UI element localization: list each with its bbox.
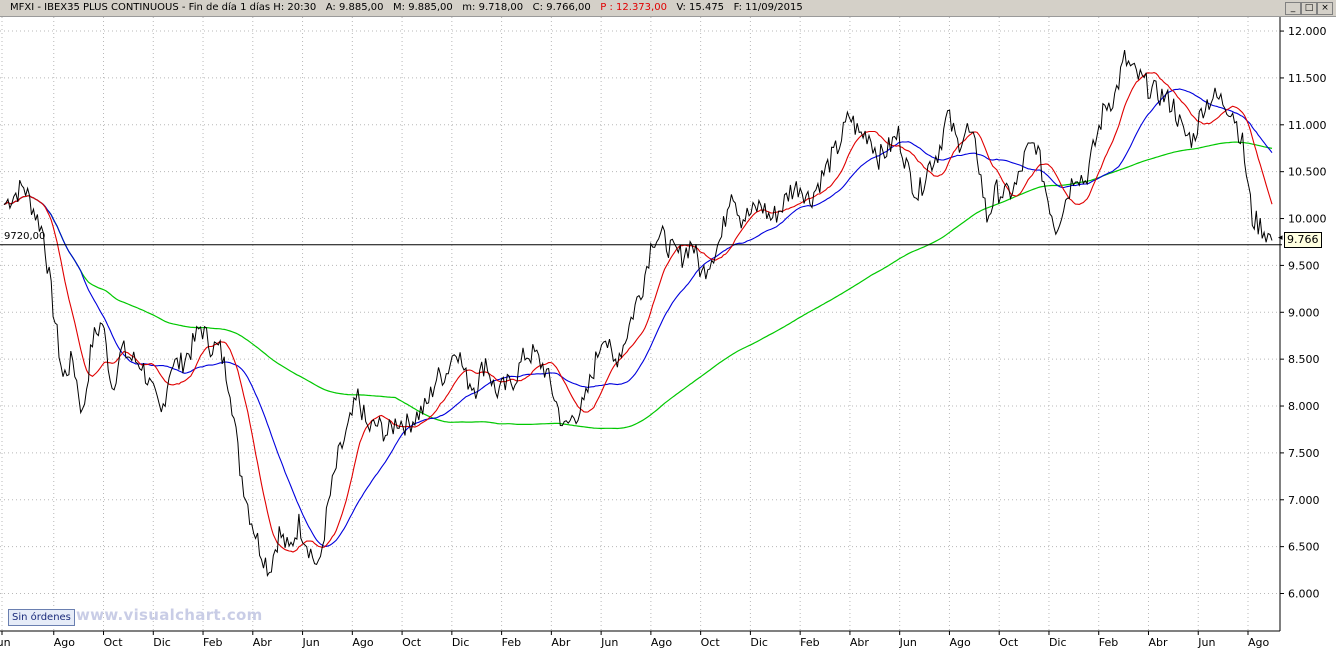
- hour-label: H: 20:30: [273, 2, 317, 13]
- x-tick-label: Jun: [302, 636, 320, 649]
- price-chart[interactable]: 6.000 6.500 7.000 7.500 8.000 8.500 9.000 9.500…: [0, 17, 1336, 649]
- symbol-label: MFXI - IBEX35 PLUS CONTINUOUS - Fin de d…: [10, 2, 271, 13]
- x-tick-label: Abr: [850, 636, 870, 649]
- moving-average-slow: [3, 141, 1273, 430]
- x-tick-label: Abr: [551, 636, 571, 649]
- y-tick-label: 9.500: [1288, 259, 1320, 272]
- pnl-label: P : 12.373,00: [600, 2, 667, 13]
- min-label: m: 9.718,00: [462, 2, 524, 13]
- y-tick-label: 9.000: [1288, 306, 1320, 319]
- x-tick-label: Jun: [0, 636, 11, 649]
- minimize-button[interactable]: _: [1285, 2, 1301, 15]
- x-tick-label: Jun: [600, 636, 618, 649]
- x-tick-label: Abr: [253, 636, 273, 649]
- moving-average-mid: [3, 88, 1273, 547]
- maximize-button[interactable]: □: [1301, 2, 1317, 15]
- quote-info: MFXI - IBEX35 PLUS CONTINUOUS - Fin de d…: [10, 1, 803, 15]
- y-axis-panel: [1280, 17, 1336, 649]
- x-tick-label: Ago: [54, 636, 76, 649]
- x-tick-label: Dic: [153, 636, 171, 649]
- open-label: A: 9.885,00: [325, 2, 384, 13]
- y-tick-label: 6.500: [1288, 541, 1320, 554]
- x-tick-label: Ago: [352, 636, 374, 649]
- x-tick-label: Oct: [402, 636, 422, 649]
- close-button[interactable]: ×: [1317, 2, 1333, 15]
- current-price-label: 9.766: [1284, 232, 1322, 249]
- x-tick-label: Oct: [999, 636, 1019, 649]
- moving-average-fast: [3, 72, 1273, 553]
- max-label: M: 9.885,00: [393, 2, 453, 13]
- x-tick-label: Ago: [949, 636, 971, 649]
- x-tick-label: Jun: [899, 636, 917, 649]
- x-tick-label: Abr: [1148, 636, 1168, 649]
- x-tick-label: Feb: [800, 636, 819, 649]
- y-tick-label: 11.500: [1288, 72, 1327, 85]
- x-tick-label: Jun: [1197, 636, 1215, 649]
- close-label: C: 9.766,00: [532, 2, 591, 13]
- y-tick-label: 8.000: [1288, 400, 1320, 413]
- x-tick-label: Oct: [104, 636, 124, 649]
- current-price-arrow-icon: ◂: [1278, 233, 1283, 244]
- x-tick-label: Oct: [701, 636, 721, 649]
- y-tick-label: 10.000: [1288, 213, 1327, 226]
- y-tick-label: 8.500: [1288, 353, 1320, 366]
- sin-ordenes-button[interactable]: Sin órdenes: [8, 609, 75, 626]
- x-tick-label: Ago: [651, 636, 673, 649]
- y-tick-label: 7.000: [1288, 494, 1320, 507]
- horizontal-line-label: 9720,00: [4, 230, 46, 242]
- y-tick-label: 11.000: [1288, 119, 1327, 132]
- x-tick-label: Dic: [452, 636, 470, 649]
- x-tick-label: Dic: [750, 636, 768, 649]
- date-label: F: 11/09/2015: [733, 2, 803, 13]
- volume-label: V: 15.475: [676, 2, 725, 13]
- x-tick-label: Feb: [1099, 636, 1118, 649]
- y-tick-label: 10.500: [1288, 166, 1327, 179]
- y-tick-label: 7.500: [1288, 447, 1320, 460]
- y-tick-label: 6.000: [1288, 588, 1320, 601]
- x-tick-label: Feb: [502, 636, 521, 649]
- x-tick-label: Feb: [203, 636, 222, 649]
- x-tick-label: Dic: [1049, 636, 1067, 649]
- price-line: [3, 50, 1273, 577]
- x-tick-label: Ago: [1248, 636, 1270, 649]
- title-bar: MFXI - IBEX35 PLUS CONTINUOUS - Fin de d…: [0, 0, 1336, 17]
- y-tick-label: 12.000: [1288, 25, 1327, 38]
- watermark: www.visualchart.com: [76, 606, 263, 624]
